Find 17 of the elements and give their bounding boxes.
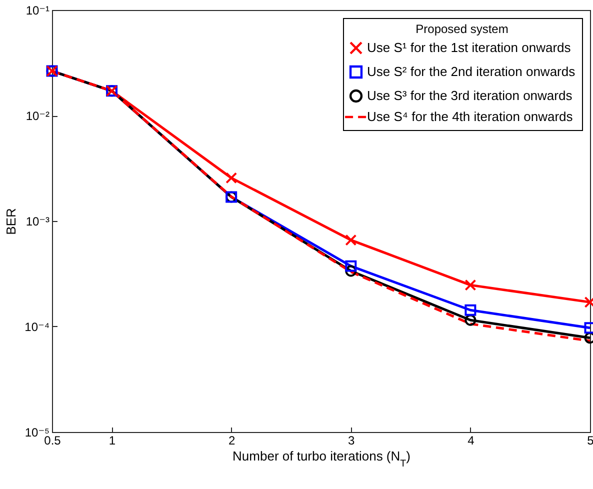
- x-tick-label: 0.5: [44, 434, 62, 448]
- x-tick-label: 1: [108, 434, 116, 448]
- y-tick-label: 10⁻²: [26, 109, 50, 123]
- legend-label: Use S¹ for the 1st iteration onwards: [367, 40, 572, 55]
- legend-label: Use S⁴ for the 4th iteration onwards: [367, 109, 574, 124]
- y-tick-label: 10⁻³: [26, 214, 50, 228]
- x-tick-label: 2: [228, 434, 236, 448]
- x-tick-label: 3: [348, 434, 356, 448]
- x-axis-title: Number of turbo iterations (N$_{T}$): [232, 448, 410, 469]
- legend-label: Use S³ for the 3rd iteration onwards: [367, 88, 573, 103]
- x-tick-label: 4: [468, 434, 475, 448]
- x-tick-label: 5: [587, 434, 593, 448]
- legend-title: Proposed system: [416, 22, 508, 36]
- y-tick-label: 10⁻¹: [26, 4, 50, 18]
- legend-label: Use S² for the 2nd iteration onwards: [367, 64, 576, 79]
- y-tick-label: 10⁻⁴: [24, 320, 50, 334]
- y-axis-title: BER: [4, 208, 19, 235]
